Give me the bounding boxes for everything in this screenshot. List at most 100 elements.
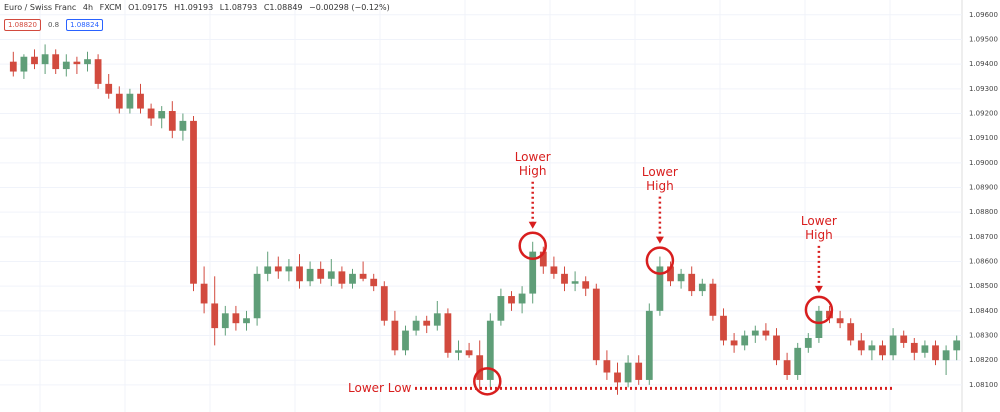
candle-body [550,266,558,274]
candle-body [847,323,855,341]
ohlc-open: O1.09175 [128,3,168,12]
candle-body [518,293,526,304]
candle-body [645,310,653,380]
candle-body [942,350,950,361]
y-tick-label: 1.08600 [969,258,998,266]
candle-body [836,318,844,324]
y-tick-label: 1.09600 [969,11,998,19]
candle-body [857,340,865,351]
candle-body [412,320,420,331]
lower-high-label: Lower High [800,213,837,242]
y-tick-label: 1.08200 [969,356,998,364]
lower-high-label: Lower High [514,149,551,178]
y-tick-label: 1.08100 [969,381,998,389]
candle-body [200,283,208,304]
interval: 4h [82,3,94,12]
candle-body [359,273,367,279]
candle-body [783,360,791,375]
candle-body [667,266,674,282]
candle-body [211,303,219,329]
symbol: Euro / Swiss Franc [4,3,77,12]
candle-body [910,342,918,353]
highlight-circle [518,231,547,261]
candle-body [317,268,325,279]
candle-body [444,313,452,353]
arrow-head [814,285,823,293]
candle-body [688,273,696,292]
arrow-head [528,221,537,229]
candle-body [62,61,70,70]
candle-body [391,320,399,351]
candle-body [105,83,113,94]
candle-body [614,372,621,383]
candle-body [221,313,229,329]
candle-body [529,251,537,294]
candle-body [465,350,473,356]
candle-body [126,93,134,109]
candle-body [73,61,81,65]
candle-body [41,54,49,65]
candle-body [380,286,388,321]
candle-body [9,61,17,72]
candle-body [115,93,123,109]
candle-body [889,335,897,356]
candle-body [603,360,611,373]
candle-body [285,266,293,272]
y-tick-label: 1.08300 [969,332,998,340]
candle-body [31,56,38,65]
candle-body [582,281,590,289]
candle-body [168,111,176,131]
candle-body [751,330,759,336]
candle-body [539,251,547,267]
candle-body [921,345,929,353]
sell-box[interactable]: 1.08820 [4,19,41,31]
candle-body [84,59,91,65]
ohlc-high: H1.09193 [174,3,214,12]
candle-body [370,278,378,287]
candle-body [720,315,727,341]
candle-body [190,120,197,284]
candle-body [900,335,908,343]
candle-body [794,347,802,375]
candle-body [402,330,409,351]
candle-body [94,59,102,84]
y-tick-label: 1.08800 [969,208,998,216]
candle-body [243,318,250,324]
buy-box[interactable]: 1.08824 [66,19,104,31]
candle-body [815,310,823,338]
candle-body [147,108,155,119]
candle-body [773,335,780,361]
order-boxes: 1.08820 0.8 1.08824 [4,19,104,31]
lower-high-label: Lower High [641,164,678,193]
candle-body [624,362,632,383]
candle-body [486,320,494,380]
y-tick-label: 1.09400 [969,60,998,68]
candle-body [137,93,144,109]
y-tick-label: 1.09200 [969,109,998,117]
change: −0.00298 (−0.12%) [309,3,390,12]
y-tick-label: 1.09300 [969,85,998,93]
candle-body [635,362,643,380]
candle-body [52,54,60,70]
y-tick-label: 1.09000 [969,159,998,167]
candle-body [423,320,431,326]
candle-body [296,266,303,282]
y-tick-label: 1.08700 [969,233,998,241]
candle-body [592,288,600,361]
y-tick-label: 1.08400 [969,307,998,315]
arrow-head [655,236,664,244]
candle-body [730,340,738,346]
candle-body [571,281,579,284]
y-tick-label: 1.08500 [969,282,998,290]
candle-body [306,268,314,282]
candle-body [826,310,833,319]
candle-body [656,266,664,311]
spread: 0.8 [47,21,60,29]
candle-body [508,296,515,304]
candle-body [327,271,335,279]
candle-body [677,273,685,282]
candle-body [709,283,717,316]
highlight-circle [645,246,675,275]
candle-body [158,111,166,119]
